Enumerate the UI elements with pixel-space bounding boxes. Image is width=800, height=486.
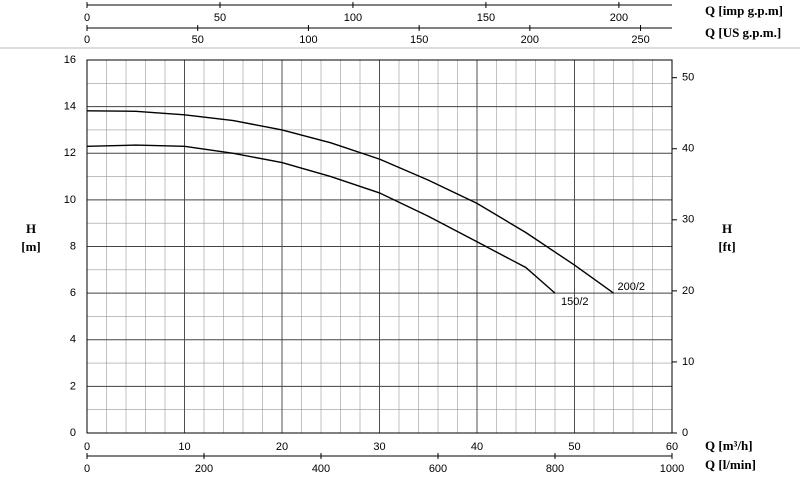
x-tick-label: 0 bbox=[84, 34, 90, 46]
x-tick-label: 400 bbox=[312, 463, 330, 475]
x-axis-label: Q [l/min] bbox=[705, 457, 756, 472]
y2-axis-unit: [ft] bbox=[718, 239, 735, 254]
x-tick-label: 50 bbox=[214, 12, 226, 24]
y2-tick-label: 30 bbox=[682, 214, 694, 226]
y2-axis-symbol: H bbox=[722, 221, 732, 236]
y-tick-label: 6 bbox=[70, 287, 76, 299]
x-tick-label: 60 bbox=[666, 441, 678, 453]
curve-label: 200/2 bbox=[618, 281, 646, 293]
y-tick-label: 16 bbox=[64, 54, 76, 66]
y-tick-label: 10 bbox=[64, 194, 76, 206]
x-tick-label: 0 bbox=[84, 12, 90, 24]
x-tick-label: 10 bbox=[178, 441, 190, 453]
y2-tick-label: 0 bbox=[682, 427, 688, 439]
x-tick-label: 250 bbox=[631, 34, 649, 46]
y-tick-label: 14 bbox=[64, 101, 76, 113]
x-tick-label: 100 bbox=[344, 12, 362, 24]
x-tick-label: 200 bbox=[195, 463, 213, 475]
x-tick-label: 50 bbox=[568, 441, 580, 453]
y-axis-symbol: H bbox=[26, 221, 36, 236]
x-axis-label: Q [imp g.p.m] bbox=[705, 3, 783, 18]
y-tick-label: 8 bbox=[70, 240, 76, 252]
x-axis-label: Q [US g.p.m.] bbox=[705, 25, 781, 40]
x-tick-label: 150 bbox=[477, 12, 495, 24]
x-tick-label: 20 bbox=[276, 441, 288, 453]
x-tick-label: 1000 bbox=[660, 463, 684, 475]
y-tick-label: 0 bbox=[70, 427, 76, 439]
x-tick-label: 40 bbox=[471, 441, 483, 453]
y2-tick-label: 10 bbox=[682, 356, 694, 368]
x-tick-label: 30 bbox=[373, 441, 385, 453]
curve-label: 150/2 bbox=[561, 296, 589, 308]
plot-frame bbox=[86, 59, 673, 434]
y-tick-label: 12 bbox=[64, 147, 76, 159]
x-tick-label: 600 bbox=[429, 463, 447, 475]
curve bbox=[86, 110, 614, 294]
y-axis-unit: [m] bbox=[21, 239, 41, 254]
y2-tick-label: 20 bbox=[682, 285, 694, 297]
x-tick-label: 100 bbox=[299, 34, 317, 46]
x-tick-label: 0 bbox=[84, 463, 90, 475]
x-tick-label: 200 bbox=[521, 34, 539, 46]
x-tick-label: 200 bbox=[610, 12, 628, 24]
x-tick-label: 0 bbox=[84, 441, 90, 453]
y2-tick-label: 40 bbox=[682, 143, 694, 155]
y-tick-label: 2 bbox=[70, 380, 76, 392]
x-tick-label: 800 bbox=[546, 463, 564, 475]
curve bbox=[86, 144, 556, 294]
x-tick-label: 150 bbox=[410, 34, 428, 46]
x-axis-label: Q [m³/h] bbox=[705, 438, 753, 453]
x-tick-label: 50 bbox=[192, 34, 204, 46]
y2-tick-label: 50 bbox=[682, 72, 694, 84]
y-tick-label: 4 bbox=[70, 334, 76, 346]
